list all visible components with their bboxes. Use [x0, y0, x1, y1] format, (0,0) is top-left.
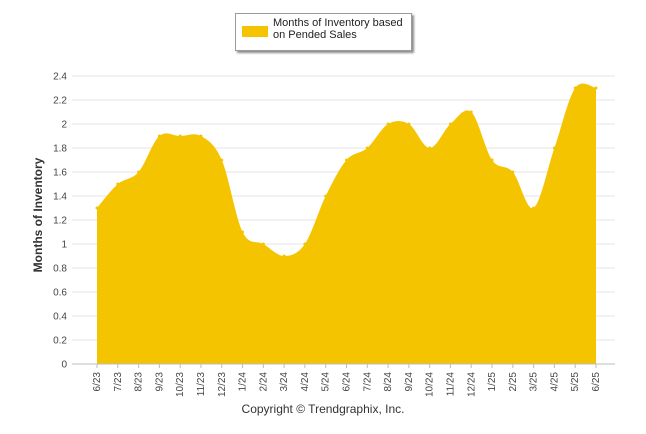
data-point — [407, 122, 411, 126]
x-tick-label: 5/24 — [321, 372, 332, 392]
data-point — [220, 158, 224, 162]
x-tick-label: 8/24 — [383, 372, 394, 392]
y-tick-label: 0.8 — [53, 264, 67, 275]
x-tick-label: 10/23 — [175, 372, 186, 397]
x-tick-label: 6/23 — [92, 372, 103, 392]
data-point — [490, 158, 494, 162]
data-point — [428, 146, 432, 150]
data-point — [199, 134, 203, 138]
x-tick-label: 12/24 — [466, 372, 477, 397]
axes — [72, 363, 615, 368]
data-point — [552, 146, 556, 150]
x-tick-label: 5/25 — [570, 372, 581, 392]
x-tick-label: 4/24 — [300, 372, 311, 392]
x-tick-label: 11/24 — [445, 372, 456, 397]
data-point — [157, 134, 161, 138]
x-tick-label: 12/23 — [217, 372, 228, 397]
y-tick-label: 1 — [61, 240, 67, 251]
y-tick-label: 1.4 — [53, 192, 67, 203]
x-tick-label: 3/25 — [529, 372, 540, 392]
x-tick-label: 6/25 — [591, 372, 602, 392]
data-point — [324, 194, 328, 198]
data-point — [386, 122, 390, 126]
data-point — [178, 134, 182, 138]
data-point — [137, 170, 141, 174]
x-tick-label: 2/25 — [508, 372, 519, 392]
legend-label: Months of Inventory based on Pended Sale… — [273, 17, 403, 41]
y-tick-label: 0.2 — [53, 336, 67, 347]
data-point — [573, 86, 577, 90]
x-tick-label: 11/23 — [196, 372, 207, 397]
area-series-path — [97, 83, 596, 365]
x-tick-label: 3/24 — [279, 372, 290, 392]
data-point — [365, 146, 369, 150]
data-point — [116, 182, 120, 186]
x-tick-label: 7/24 — [362, 372, 373, 392]
y-tick-label: 1.6 — [53, 168, 67, 179]
x-tick-label: 9/24 — [404, 372, 415, 392]
data-point — [345, 158, 348, 162]
y-tick-label: 0 — [61, 360, 67, 371]
y-tick-label: 2.2 — [53, 96, 67, 107]
x-axis-ticks: 6/23 7/23 8/23 9/23 10/23 11/23 12/23 1/24 2/24 3… — [92, 372, 602, 397]
x-tick-label: 1/24 — [238, 372, 249, 392]
y-tick-label: 0.4 — [53, 312, 67, 323]
data-point — [261, 242, 265, 246]
data-point — [532, 206, 536, 210]
y-tick-label: 1.2 — [53, 216, 67, 227]
x-tick-label: 8/23 — [134, 372, 145, 392]
data-point — [282, 254, 286, 258]
x-tick-label: 2/24 — [258, 372, 269, 392]
legend[interactable]: Months of Inventory based on Pended Sale… — [235, 13, 412, 51]
y-tick-label: 2 — [61, 120, 67, 131]
x-tick-label: 6/24 — [342, 372, 353, 392]
legend-swatch — [242, 26, 268, 37]
x-tick-label: 4/25 — [549, 372, 560, 392]
y-tick-label: 1.8 — [53, 144, 67, 155]
copyright-text: Copyright © Trendgraphix, Inc. — [241, 402, 405, 416]
data-point — [511, 170, 515, 174]
data-point — [594, 86, 598, 90]
data-point — [95, 206, 99, 210]
y-tick-label: 0.6 — [53, 288, 67, 299]
data-point — [303, 242, 307, 246]
x-tick-label: 1/25 — [487, 372, 498, 392]
data-point — [469, 110, 473, 114]
y-tick-label: 2.4 — [53, 72, 67, 83]
y-axis-ticks: 0 0.2 0.4 0.6 0.8 1 1.2 1.4 1.6 1.8 2 2.2 2.4 — [53, 72, 67, 371]
x-tick-label: 10/24 — [425, 372, 436, 397]
x-tick-label: 7/23 — [113, 372, 124, 392]
x-tick-label: 9/23 — [154, 372, 165, 392]
area-series — [95, 83, 598, 365]
y-axis-title: Months of Inventory — [31, 157, 45, 273]
data-point — [241, 230, 245, 234]
data-point — [448, 122, 452, 126]
